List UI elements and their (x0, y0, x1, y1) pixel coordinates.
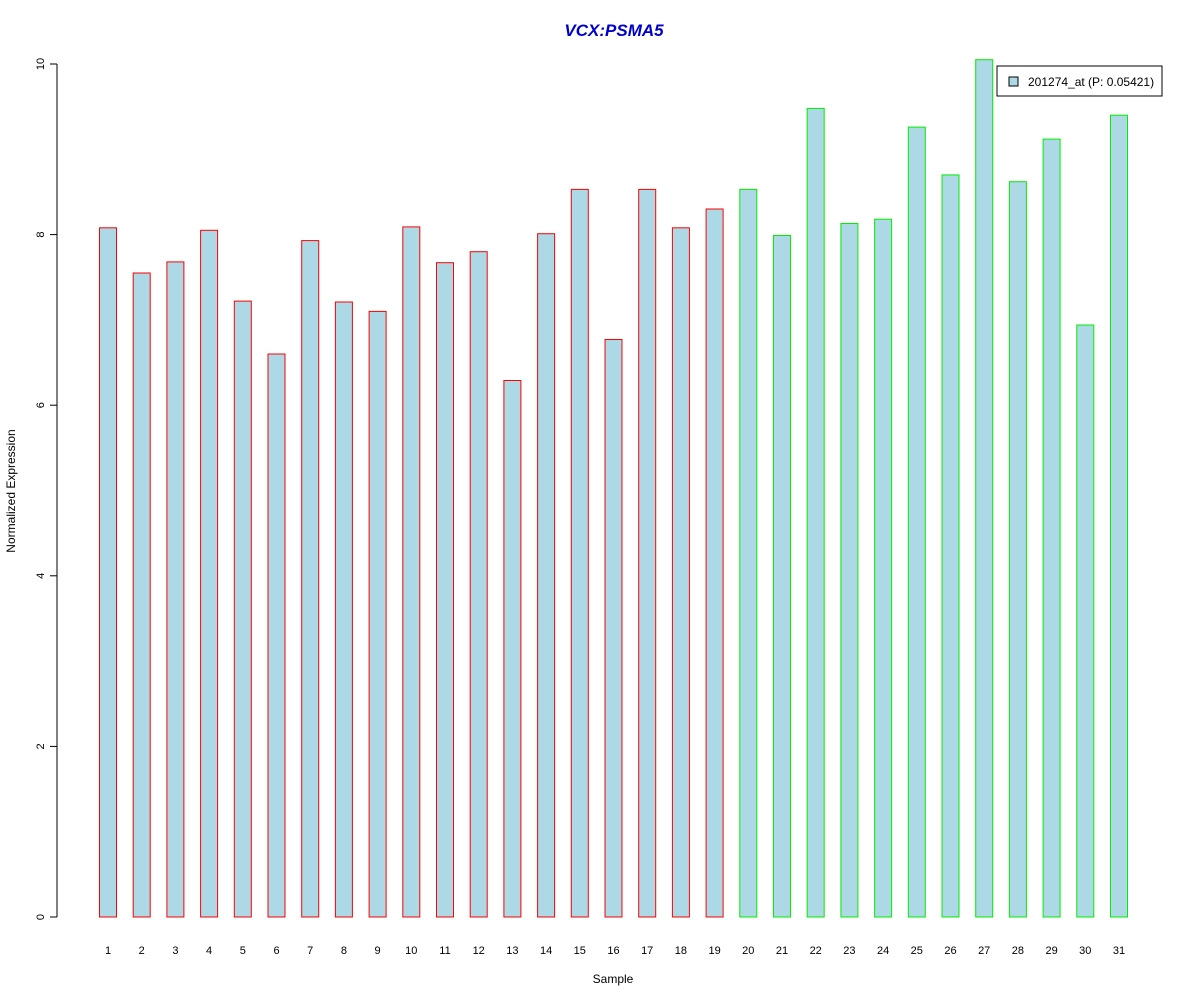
x-tick-label: 25 (911, 945, 923, 957)
bar-sample-1 (99, 227, 117, 918)
x-tick-label: 26 (944, 945, 956, 957)
bar-sample-13 (503, 380, 522, 918)
x-tick-label: 18 (675, 945, 687, 957)
bar-sample-3 (166, 261, 185, 918)
bar-sample-30 (1076, 324, 1095, 918)
x-tick-label: 10 (405, 945, 417, 957)
x-tick-label: 16 (607, 945, 619, 957)
y-axis: 0 2 4 6 8 10 (35, 58, 58, 920)
x-tick-label: 7 (307, 945, 313, 957)
y-tick-label: 0 (35, 914, 47, 920)
bar-sample-5 (233, 300, 252, 918)
bar-sample-31 (1110, 114, 1128, 918)
bar-sample-18 (671, 227, 690, 918)
x-tick-label: 3 (172, 945, 178, 957)
bar-sample-27 (975, 59, 994, 918)
bar-sample-24 (874, 218, 893, 918)
bar-sample-25 (907, 126, 926, 918)
chart-title: VCX:PSMA5 (564, 21, 664, 40)
x-tick-label: 17 (641, 945, 653, 957)
x-tick-label: 27 (978, 945, 990, 957)
bar-sample-26 (941, 174, 960, 918)
x-tick-label: 9 (375, 945, 381, 957)
legend-label: 201274_at (P: 0.05421) (1028, 75, 1154, 89)
x-tick-labels: 1 2 3 4 5 6 7 8 9 10 11 12 13 14 15 16 17 18 19 20 21 22 23 24 2… (105, 945, 1125, 957)
x-tick-label: 19 (708, 945, 720, 957)
x-tick-label: 23 (843, 945, 855, 957)
bar-sample-8 (334, 301, 353, 918)
bar-sample-23 (840, 223, 859, 918)
y-tick-label: 10 (35, 58, 47, 70)
y-tick-label: 2 (35, 743, 47, 749)
bar-sample-16 (604, 339, 623, 918)
bar-sample-22 (806, 107, 825, 918)
bar-sample-11 (436, 262, 454, 918)
y-axis-label: Normalized Expression (4, 429, 18, 552)
y-tick-label: 4 (35, 573, 47, 579)
bars (99, 59, 1128, 918)
x-tick-label: 5 (240, 945, 246, 957)
bar-sample-19 (705, 208, 724, 918)
x-tick-label: 22 (810, 945, 822, 957)
x-tick-label: 15 (574, 945, 586, 957)
x-tick-label: 12 (473, 945, 485, 957)
x-tick-label: 14 (540, 945, 552, 957)
bar-sample-2 (132, 272, 151, 918)
bar-sample-6 (267, 353, 286, 918)
bar-sample-9 (368, 310, 387, 918)
x-tick-label: 1 (105, 945, 111, 957)
x-tick-label: 24 (877, 945, 889, 957)
x-tick-label: 28 (1012, 945, 1024, 957)
bar-sample-29 (1042, 138, 1061, 918)
x-tick-label: 2 (139, 945, 145, 957)
x-axis-label: Sample (593, 972, 634, 986)
bar-sample-15 (570, 188, 589, 918)
x-tick-label: 30 (1079, 945, 1091, 957)
y-tick-label: 6 (35, 402, 47, 408)
x-tick-label: 31 (1113, 945, 1125, 957)
bar-sample-17 (638, 188, 657, 918)
bar-sample-12 (469, 251, 488, 918)
bar-sample-14 (537, 233, 556, 918)
x-tick-label: 20 (742, 945, 754, 957)
x-tick-label: 6 (273, 945, 279, 957)
x-tick-label: 4 (206, 945, 212, 957)
y-tick-label: 8 (35, 232, 47, 238)
legend-box (996, 65, 1163, 97)
bar-sample-28 (1008, 181, 1027, 918)
x-tick-label: 8 (341, 945, 347, 957)
x-tick-label: 21 (776, 945, 788, 957)
legend-swatch (1008, 76, 1019, 87)
x-tick-label: 29 (1045, 945, 1057, 957)
bar-sample-10 (402, 226, 421, 918)
bar-sample-21 (773, 235, 791, 918)
x-tick-label: 11 (439, 945, 450, 957)
x-tick-label: 13 (506, 945, 518, 957)
bar-sample-4 (200, 229, 219, 918)
legend: 201274_at (P: 0.05421) (996, 65, 1163, 97)
bar-sample-7 (301, 240, 320, 918)
bar-sample-20 (739, 188, 758, 918)
